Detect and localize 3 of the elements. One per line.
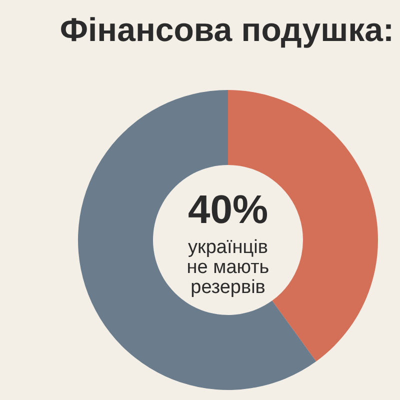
text: українців не мають резервів	[186, 237, 270, 298]
chart-title: Фінансова подушка:	[58, 10, 395, 50]
text: 40%	[188, 188, 268, 232]
